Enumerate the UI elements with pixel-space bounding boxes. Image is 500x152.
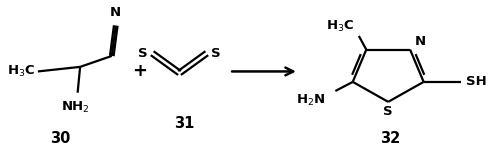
Text: +: +	[132, 62, 147, 80]
Text: N: N	[414, 35, 426, 48]
Text: SH: SH	[466, 75, 486, 88]
Text: 31: 31	[174, 116, 195, 131]
Text: S: S	[384, 105, 393, 118]
Text: S: S	[211, 47, 220, 60]
Text: NH$_2$: NH$_2$	[60, 100, 90, 116]
Text: H$_2$N: H$_2$N	[296, 93, 326, 108]
Text: 32: 32	[380, 131, 401, 146]
Text: S: S	[138, 47, 148, 60]
Text: H$_3$C: H$_3$C	[7, 64, 36, 79]
Text: N: N	[110, 6, 122, 19]
Text: 30: 30	[50, 131, 70, 146]
Text: H$_3$C: H$_3$C	[326, 19, 354, 34]
